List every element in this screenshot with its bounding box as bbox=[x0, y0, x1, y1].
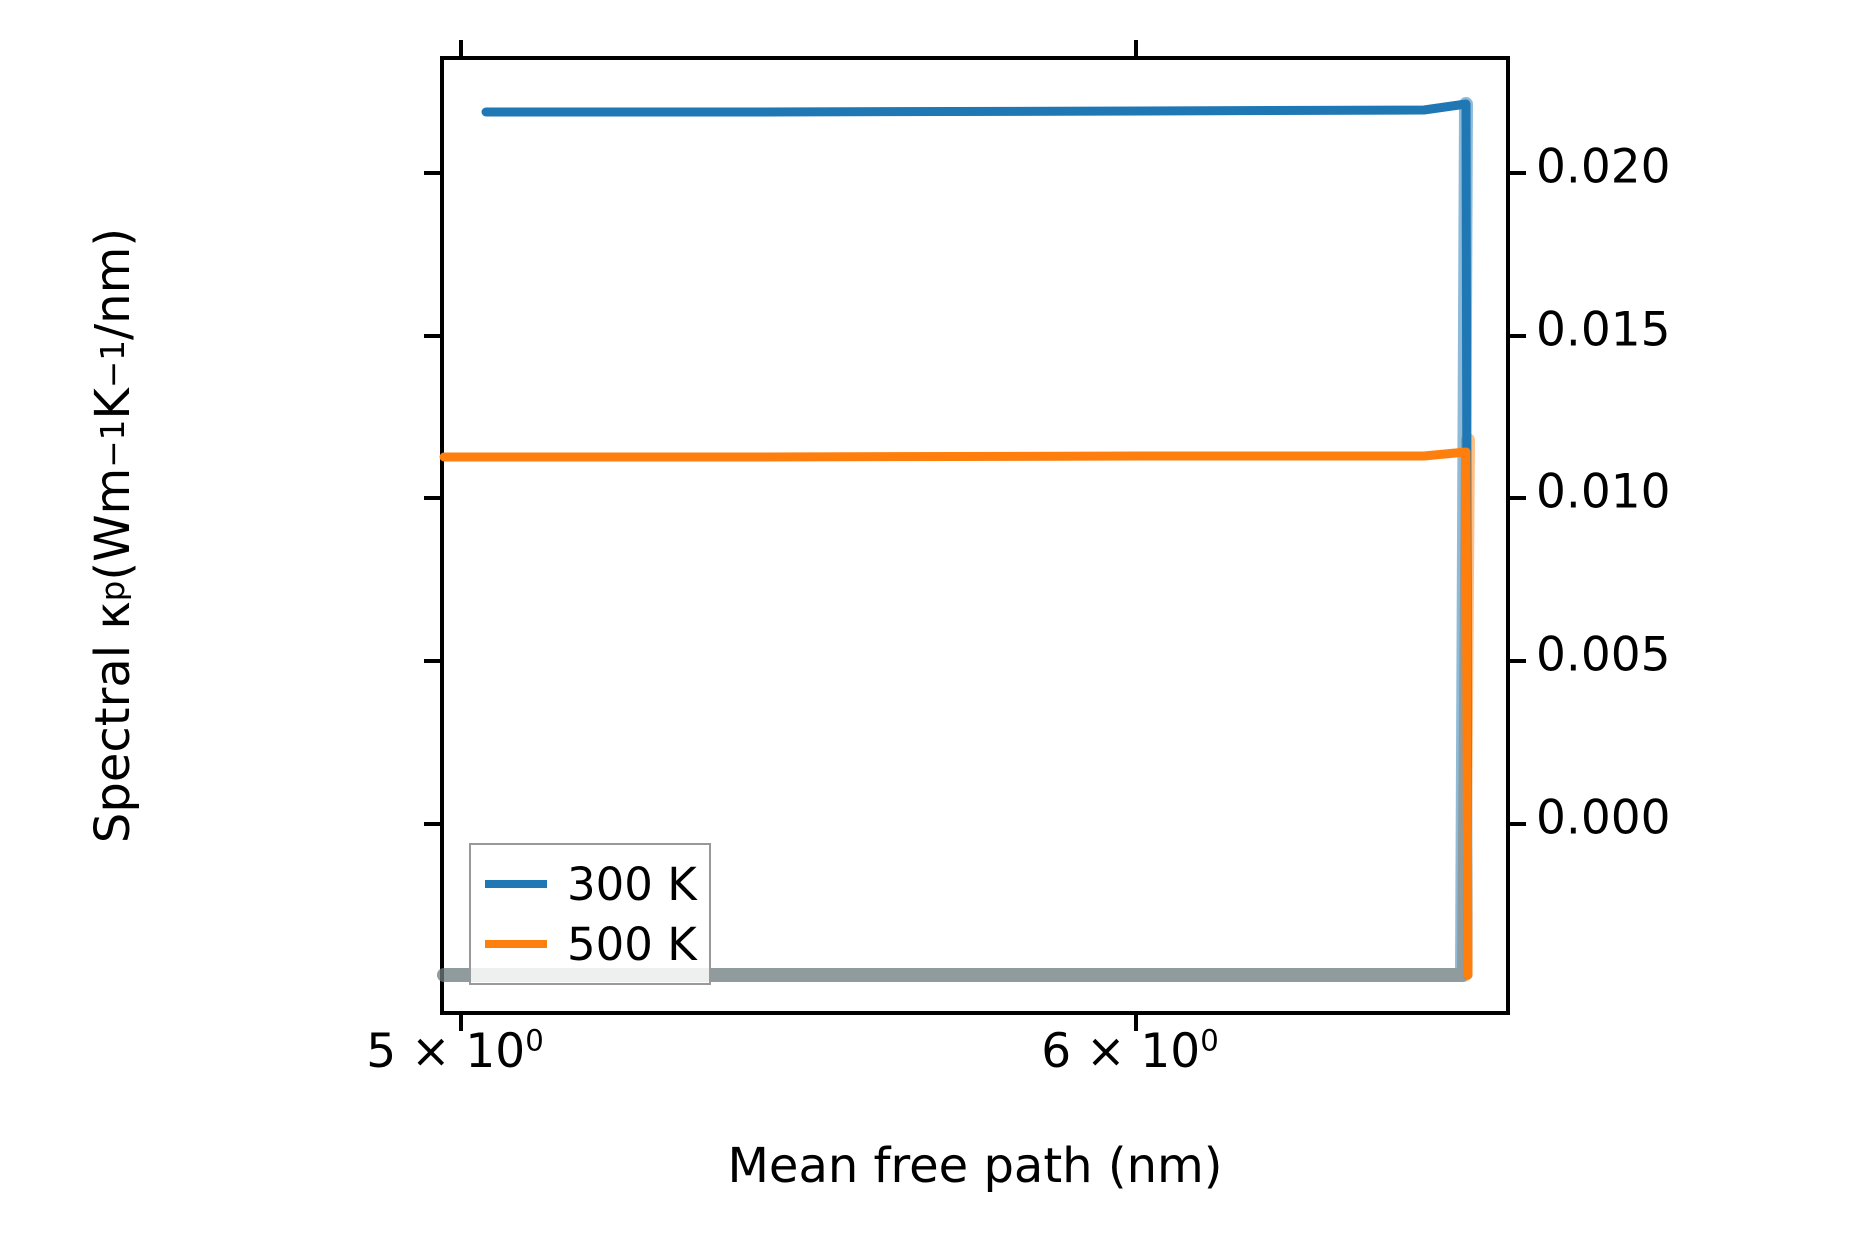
y-axis-left-title-unit-open: (Wm bbox=[85, 467, 141, 581]
x-tick-label-0: 5 × 100 bbox=[366, 1026, 544, 1075]
x-tick-label-1-exponent: 0 bbox=[1200, 1023, 1219, 1058]
x-tick-label-0-exponent: 0 bbox=[525, 1023, 544, 1058]
legend-label-500k: 500 K bbox=[567, 917, 697, 971]
x-tick-bottom-0 bbox=[459, 1011, 463, 1031]
legend-item-500k[interactable]: 500 K bbox=[485, 916, 697, 972]
y-tick-label-right-0: 0.000 bbox=[1536, 790, 1671, 846]
y-tick-left-0 bbox=[424, 822, 444, 826]
legend-box[interactable]: 300 K 500 K bbox=[469, 843, 711, 985]
legend-item-300k[interactable]: 300 K bbox=[485, 856, 697, 912]
x-tick-top-1 bbox=[1134, 40, 1138, 60]
y-axis-right-title-unit-close: ) bbox=[1860, 226, 1865, 245]
y-tick-left-2 bbox=[424, 496, 444, 500]
y-tick-right-2 bbox=[1506, 496, 1526, 500]
y-tick-right-1 bbox=[1506, 659, 1526, 663]
y-tick-right-4 bbox=[1506, 171, 1526, 175]
legend-label-300k: 300 K bbox=[567, 857, 697, 911]
legend-swatch-300k-icon bbox=[485, 880, 547, 888]
y-tick-label-right-4: 0.020 bbox=[1536, 139, 1671, 195]
y-axis-left-title-text: Spectral κ bbox=[85, 601, 141, 844]
y-tick-left-4 bbox=[424, 171, 444, 175]
legend-swatch-500k-icon bbox=[485, 940, 547, 948]
x-tick-top-0 bbox=[459, 40, 463, 60]
y-tick-left-3 bbox=[424, 334, 444, 338]
y-tick-right-3 bbox=[1506, 334, 1526, 338]
y-tick-label-right-3: 0.015 bbox=[1536, 302, 1671, 358]
line-spectral-300k bbox=[481, 99, 1473, 980]
line-spectral-500k bbox=[439, 447, 1473, 980]
y-tick-label-right-2: 0.010 bbox=[1536, 464, 1671, 520]
x-tick-label-1-mantissa: 6 × 10 bbox=[1041, 1024, 1201, 1079]
y-axis-right-title-unit-open: (Wm bbox=[1860, 372, 1865, 486]
x-axis-title: Mean free path (nm) bbox=[727, 1138, 1223, 1194]
y-tick-label-right-1: 0.005 bbox=[1536, 627, 1671, 683]
x-tick-bottom-1 bbox=[1134, 1011, 1138, 1031]
x-tick-label-1: 6 × 100 bbox=[1041, 1026, 1219, 1075]
x-tick-label-0-mantissa: 5 × 10 bbox=[366, 1024, 526, 1079]
y-tick-left-1 bbox=[424, 659, 444, 663]
y-axis-left-title-unit-close: /nm) bbox=[85, 227, 141, 341]
y-axis-left-title-unit-k: K bbox=[85, 388, 141, 420]
y-axis-right-title-text: Cumulative κ bbox=[1860, 527, 1865, 845]
y-axis-right-title-unit-k: K bbox=[1860, 293, 1865, 324]
y-axis-right-title: Cumulative κlat (Wm−1K−1) bbox=[1853, 56, 1865, 1015]
y-tick-right-0 bbox=[1506, 822, 1526, 826]
plot-axes-frame: 300 K 500 K bbox=[424, 40, 1526, 1031]
